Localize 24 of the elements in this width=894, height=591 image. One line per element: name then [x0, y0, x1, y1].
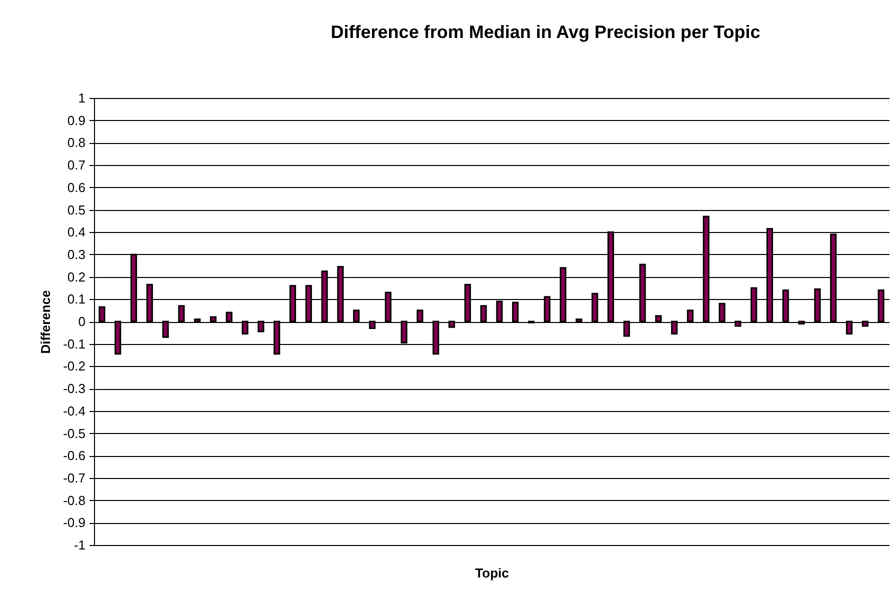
y-tick-label: -0.8: [63, 492, 86, 508]
y-tick-label: 0.3: [67, 246, 86, 262]
chart-title: Difference from Median in Avg Precision per Topic: [330, 22, 760, 42]
y-tick-label: 0.9: [67, 112, 86, 128]
y-tick-label: 0.6: [67, 180, 86, 195]
y-tick-label: -0.7: [63, 470, 86, 486]
y-tick-label: 0.7: [67, 158, 86, 173]
y-tick-label: -0.2: [63, 358, 86, 374]
y-tick-label: -0.4: [63, 403, 86, 418]
y-tick-label: 0.4: [67, 224, 86, 240]
y-tick-label: -0.5: [63, 426, 86, 441]
y-tick-label: 0.2: [67, 269, 86, 284]
y-tick-label: -0.3: [63, 381, 86, 396]
y-tick-label: -1: [74, 538, 86, 552]
y-tick-label: 0: [78, 314, 86, 329]
y-tick-label: -0.6: [63, 448, 86, 464]
y-tick-label: 0.5: [67, 202, 86, 218]
y-tick-label: -0.1: [63, 336, 86, 352]
y-tick-label: 0.8: [67, 135, 86, 150]
y-tick-label: 1: [78, 90, 86, 106]
x-axis-title: Topic: [475, 566, 509, 580]
y-tick-label: -0.9: [63, 515, 86, 530]
y-tick-label: 0.1: [67, 292, 86, 307]
y-axis-title: Difference: [38, 290, 54, 354]
